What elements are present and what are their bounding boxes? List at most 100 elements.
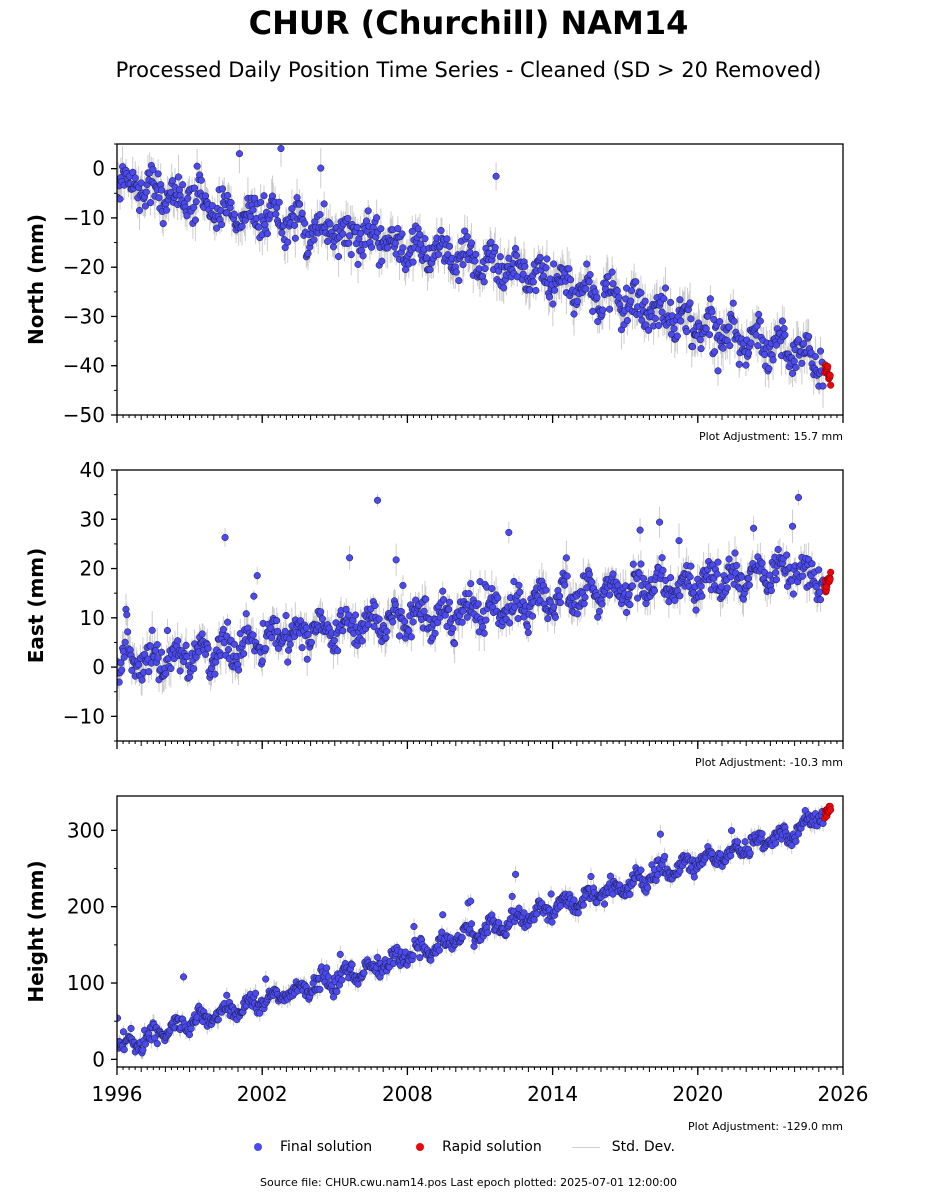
final-point	[439, 587, 447, 595]
final-point	[599, 306, 607, 314]
final-point	[416, 954, 424, 962]
final-point	[474, 600, 482, 608]
final-point	[529, 278, 537, 286]
final-point	[358, 637, 366, 645]
final-point	[273, 617, 281, 625]
final-point	[437, 226, 445, 234]
y-tick-label: −30	[63, 304, 105, 328]
final-point	[392, 556, 400, 564]
final-point	[660, 295, 668, 303]
final-point	[274, 627, 282, 635]
std-dev-bars-0	[117, 144, 824, 408]
final-point	[636, 526, 644, 534]
final-point	[359, 252, 367, 260]
final-point	[706, 295, 714, 303]
final-point	[405, 627, 413, 635]
final-point	[542, 264, 550, 272]
final-point	[528, 612, 537, 620]
final-point	[371, 601, 379, 610]
final-point	[463, 613, 471, 621]
final-point	[615, 293, 623, 301]
final-point	[492, 172, 500, 180]
final-point	[338, 976, 346, 984]
final-point	[494, 594, 502, 602]
final-point	[348, 961, 356, 969]
panel-2: 1996 2002 2008 2014 2020 20260100200300Height…	[24, 795, 868, 1133]
final-point	[719, 344, 727, 352]
panel-0: −50 −40 −30 −20 −10 0 North (mm) Plot Adjustmen…	[24, 143, 844, 443]
final-point	[409, 258, 417, 266]
final-point	[816, 347, 825, 355]
final-point	[443, 235, 451, 243]
final-point	[296, 200, 304, 208]
final-point	[176, 667, 184, 675]
final-point	[118, 666, 126, 674]
final-point	[344, 214, 352, 223]
final-point	[516, 588, 524, 596]
final-point	[671, 596, 679, 604]
final-point	[794, 336, 803, 344]
final-point	[298, 209, 306, 217]
final-point	[563, 572, 571, 580]
final-point	[135, 661, 143, 669]
final-point	[168, 177, 177, 185]
final-point	[545, 293, 554, 301]
final-point	[417, 240, 425, 248]
final-point	[689, 343, 697, 351]
final-point	[735, 360, 743, 368]
y-tick-label: −10	[63, 206, 105, 230]
final-point	[391, 601, 399, 609]
final-point	[407, 633, 415, 641]
final-point	[256, 1009, 264, 1017]
final-point	[458, 618, 466, 626]
final-point	[713, 570, 721, 578]
final-point	[230, 640, 238, 648]
final-point	[511, 603, 519, 611]
final-point	[645, 326, 653, 334]
final-point	[435, 946, 443, 954]
final-point	[495, 919, 503, 927]
final-point	[284, 658, 292, 666]
final-point	[139, 1046, 147, 1054]
final-point	[339, 230, 347, 238]
final-point	[157, 648, 166, 656]
y-tick-label: 20	[80, 557, 105, 581]
final-point	[725, 323, 733, 331]
final-points-2	[117, 807, 827, 1057]
final-point	[532, 286, 540, 295]
final-point	[463, 233, 471, 241]
final-point	[667, 298, 675, 306]
rapid-point	[826, 575, 834, 583]
final-point	[670, 325, 678, 333]
final-point	[772, 569, 780, 577]
final-point	[262, 975, 270, 983]
final-point	[521, 262, 529, 270]
final-point	[754, 342, 762, 350]
final-point	[725, 555, 733, 563]
final-point	[121, 638, 129, 646]
final-point	[260, 192, 268, 200]
final-point	[556, 598, 565, 607]
final-point	[187, 1024, 195, 1033]
final-point	[583, 260, 591, 268]
final-point	[606, 305, 614, 313]
final-point	[149, 166, 157, 174]
final-point	[580, 600, 588, 608]
final-point	[745, 581, 753, 589]
final-point	[780, 324, 788, 333]
final-point	[585, 278, 593, 286]
std-dev-bars-2	[117, 805, 824, 1060]
final-point	[378, 257, 386, 265]
final-point	[711, 348, 719, 356]
final-point	[370, 623, 378, 631]
final-point	[573, 610, 581, 618]
final-point	[506, 619, 514, 627]
final-point	[174, 637, 182, 645]
final-point	[146, 199, 155, 207]
final-point	[235, 150, 244, 158]
final-point	[655, 321, 663, 330]
rapid-points-0	[821, 361, 835, 389]
final-point	[729, 299, 737, 307]
final-point	[543, 255, 551, 263]
final-point	[585, 570, 593, 578]
